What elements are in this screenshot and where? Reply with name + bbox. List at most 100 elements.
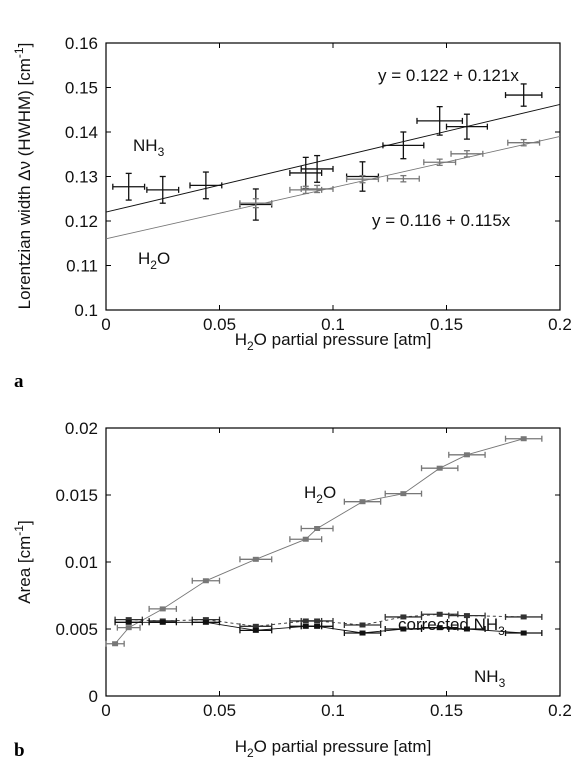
data-point-nh3 (189, 171, 223, 200)
data-point-h2o (105, 640, 125, 647)
x-tick-label: 0.05 (203, 701, 236, 720)
data-point-h2o (450, 150, 484, 158)
x-tick-label: 0.15 (430, 701, 463, 720)
y-tick-label: 0.1 (74, 301, 98, 320)
data-point-nh3 (114, 619, 143, 626)
data-point-nh3 (504, 630, 543, 637)
panel-b-y-ticks: 0 0.005 0.01 0.015 0.02 (55, 419, 560, 706)
x-tick-label: 0.15 (430, 315, 463, 334)
panel-a-y-axis-label: Lorentzian width Δν (HWHM) [cm-1] (12, 43, 34, 310)
marker (314, 623, 321, 629)
marker (463, 613, 470, 619)
marker (252, 556, 259, 562)
marker (202, 578, 209, 584)
panel-b-x-ticks: 0 0.05 0.1 0.15 0.2 (101, 428, 572, 720)
y-tick-label: 0.16 (65, 34, 98, 53)
x-tick-label: 0.1 (321, 315, 345, 334)
y-tick-label: 0.13 (65, 168, 98, 187)
data-point-h2o (423, 158, 457, 167)
panel-a-y-ticks: 0.1 0.11 0.12 0.13 0.14 0.15 0.16 (65, 34, 560, 320)
data-point-h2o (386, 174, 420, 183)
marker (359, 630, 366, 636)
data-point-h2o (289, 536, 323, 543)
y-tick-label: 0.12 (65, 212, 98, 231)
panel-a-letter: a (14, 371, 24, 392)
data-point-nh3 (445, 113, 489, 140)
data-point-h2o (343, 498, 382, 505)
series-label-corrected-nh3: corrected NH3 (398, 615, 505, 638)
marker (359, 622, 366, 628)
panel-b-frame (105, 427, 561, 697)
data-point-h2o (116, 624, 141, 631)
marker (202, 619, 209, 625)
data-point-corrected-nh3 (504, 613, 543, 620)
marker (359, 499, 366, 505)
y-tick-label: 0.14 (65, 123, 98, 142)
panel-a-x-ticks: 0 0.05 0.1 0.15 0.2 (101, 43, 572, 334)
data-point-h2o (420, 465, 459, 472)
legend-label-nh3-a: NH3 (133, 136, 165, 159)
data-point-nh3 (300, 154, 334, 183)
data-point-nh3 (416, 105, 464, 136)
data-point-h2o (148, 605, 178, 612)
fit-line-nh3 (105, 103, 561, 213)
legend-label-h2o-a: H2O (138, 249, 170, 272)
marker (400, 614, 407, 620)
data-point-nh3 (504, 83, 543, 107)
marker (125, 625, 132, 631)
marker (159, 606, 166, 612)
marker (125, 619, 132, 625)
data-point-h2o (239, 556, 273, 563)
x-tick-label: 0 (101, 315, 110, 334)
data-point-corrected-nh3 (343, 621, 382, 628)
y-tick-label: 0 (89, 687, 98, 706)
marker (202, 617, 209, 623)
data-point-h2o (507, 138, 541, 147)
panel-b: 0 0.005 0.01 0.015 0.02 0 0.05 0.1 0.15 0.2 Area… (12, 419, 572, 761)
data-point-nh3 (146, 175, 180, 204)
y-tick-label: 0.11 (66, 257, 98, 276)
data-point-nh3 (343, 630, 382, 637)
series-label-h2o-b: H2O (304, 483, 336, 506)
data-point-h2o (345, 174, 380, 184)
series-label-nh3-b: NH3 (474, 667, 506, 690)
marker (252, 623, 259, 629)
marker (252, 627, 259, 633)
panel-a: 0.1 0.11 0.12 0.13 0.14 0.15 0.16 0 0.05 0.1 0.15… (12, 34, 572, 392)
data-point-nh3 (420, 624, 459, 631)
data-point-nh3 (148, 619, 178, 626)
marker (159, 619, 166, 625)
panel-b-x-axis-label: H2O partial pressure [atm] (235, 737, 432, 760)
panel-b-letter: b (14, 740, 25, 761)
data-point-nh3 (300, 623, 334, 630)
series-line-corrected-nh3 (128, 613, 524, 627)
data-point-corrected-nh3 (420, 611, 459, 618)
marker (436, 465, 443, 471)
data-point-h2o (300, 525, 334, 532)
y-tick-label: 0.02 (65, 419, 98, 438)
x-tick-label: 0.05 (203, 315, 236, 334)
data-point-h2o (239, 198, 273, 209)
data-point-corrected-nh3 (448, 612, 486, 619)
data-point-corrected-nh3 (300, 617, 334, 624)
panel-b-lines (114, 438, 524, 644)
y-tick-label: 0.015 (55, 486, 98, 505)
marker (520, 436, 527, 442)
data-point-h2o (384, 490, 423, 497)
x-tick-label: 0.2 (548, 315, 572, 334)
panel-a-x-axis-label: H2O partial pressure [atm] (235, 330, 432, 353)
marker (125, 617, 132, 623)
x-tick-label: 0 (101, 701, 110, 720)
y-tick-label: 0.15 (65, 79, 98, 98)
marker (400, 626, 407, 632)
marker (463, 626, 470, 632)
marker (112, 641, 119, 647)
y-tick-label: 0.01 (65, 553, 98, 572)
data-point-h2o (191, 577, 221, 584)
marker (436, 611, 443, 617)
data-point-nh3 (382, 131, 425, 160)
data-point-h2o (289, 185, 323, 195)
panel-b-y-axis-label: Area [cm-1] (12, 520, 34, 603)
data-point-nh3 (191, 619, 221, 626)
